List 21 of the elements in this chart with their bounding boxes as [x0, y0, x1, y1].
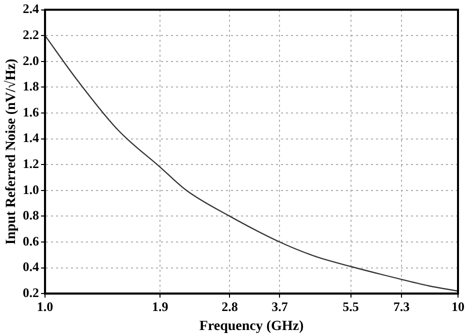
y-tick-label: 2.4 [22, 1, 40, 16]
x-axis-title: Frequency (GHz) [199, 319, 304, 334]
y-tick-label: 1.2 [22, 156, 40, 171]
x-tick-label: 3.7 [272, 298, 288, 314]
y-tick-label: 1.4 [22, 130, 40, 146]
y-tick-label: 0.8 [22, 208, 40, 223]
x-tick-label: 5.5 [342, 298, 360, 314]
y-tick-label: 1.6 [22, 104, 40, 120]
x-tick-label: 1.0 [36, 298, 54, 314]
y-tick-label: 2.0 [22, 52, 40, 68]
y-axis-title: Input Referred Noise (nV/√Hz) [3, 58, 20, 245]
y-tick-label: 0.6 [22, 233, 40, 248]
y-tick-label: 2.2 [22, 26, 40, 42]
y-tick-label: 0.2 [22, 284, 40, 300]
x-tick-label: 2.8 [222, 298, 238, 314]
y-tick-label: 0.4 [22, 259, 40, 274]
x-tick-label: 7.3 [393, 298, 410, 314]
y-tick-label: 1.8 [22, 78, 40, 94]
y-tick-label: 1.0 [22, 182, 40, 197]
x-tick-label: 1.9 [152, 298, 169, 314]
x-tick-label: 10 [452, 298, 464, 314]
